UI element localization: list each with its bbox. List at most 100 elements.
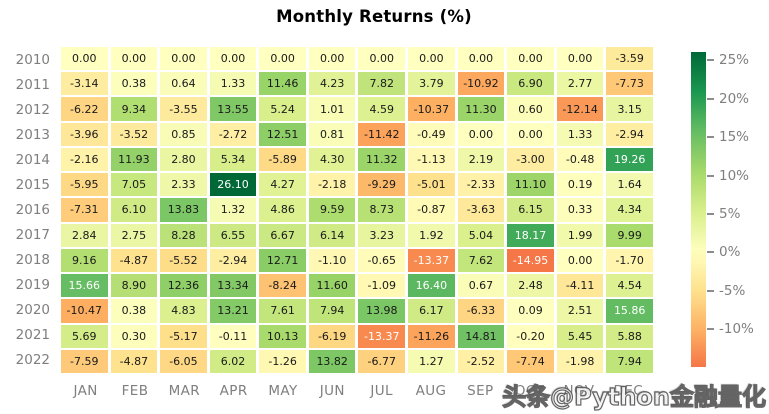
heatmap-cell: 5.69 <box>61 324 108 348</box>
heatmap-cell: 0.60 <box>507 97 554 121</box>
heatmap-cell: 0.85 <box>160 122 207 146</box>
y-axis-label: 2011 <box>15 76 50 93</box>
heatmap-cell: -5.52 <box>160 248 207 273</box>
colorbar-tick-label: -10% <box>719 321 754 338</box>
heatmap-cell: -1.10 <box>308 248 356 273</box>
heatmap-cell: -6.05 <box>160 349 207 373</box>
heatmap-cell: -0.48 <box>556 147 604 172</box>
x-axis-label: JUN <box>319 383 345 399</box>
heatmap-cell: 0.30 <box>110 324 158 348</box>
heatmap-cell: 5.88 <box>606 324 653 348</box>
colorbar-tick-label: 10% <box>719 167 750 184</box>
y-axis-label: 2012 <box>15 101 50 118</box>
heatmap-cell: 9.16 <box>61 248 108 273</box>
heatmap-cell: -3.63 <box>457 198 505 222</box>
heatmap-cell: 0.00 <box>457 122 505 146</box>
heatmap-cell: 0.38 <box>110 72 158 96</box>
heatmap-cell: -3.55 <box>160 97 207 121</box>
heatmap-cell: -3.14 <box>61 72 108 96</box>
heatmap-cell: 0.00 <box>556 47 604 71</box>
heatmap-cell: -2.52 <box>457 349 505 373</box>
heatmap-cell: 11.10 <box>507 173 554 197</box>
heatmap-cell: 9.59 <box>308 198 356 222</box>
heatmap-cell: 12.71 <box>259 248 306 273</box>
heatmap-cell: 1.01 <box>308 97 356 121</box>
y-axis-label: 2016 <box>15 201 50 218</box>
heatmap-cell: 2.75 <box>110 223 158 247</box>
heatmap-cell: 12.51 <box>259 122 306 146</box>
heatmap-cell: 0.00 <box>556 248 604 273</box>
heatmap-cell: 26.10 <box>209 173 257 197</box>
heatmap-cell: -14.95 <box>507 248 554 273</box>
heatmap-cell: -0.49 <box>408 122 455 146</box>
heatmap-cell: -10.47 <box>61 299 108 323</box>
heatmap-cell: 2.48 <box>507 274 554 298</box>
heatmap-cell: -5.01 <box>408 173 455 197</box>
heatmap-cell: 13.21 <box>209 299 257 323</box>
heatmap-cell: 6.55 <box>209 223 257 247</box>
heatmap-cell: 6.67 <box>259 223 306 247</box>
x-axis-label: JAN <box>73 383 98 399</box>
heatmap-cell: 5.04 <box>457 223 505 247</box>
heatmap-cell: -0.11 <box>209 324 257 348</box>
heatmap-cell: 2.80 <box>160 147 207 172</box>
heatmap-cell: 11.30 <box>457 97 505 121</box>
heatmap-cell: -9.29 <box>358 173 406 197</box>
heatmap-cell: -13.37 <box>408 248 455 273</box>
heatmap-cell: 6.90 <box>507 72 554 96</box>
heatmap-cell: 15.66 <box>61 274 108 298</box>
x-axis-label: MAY <box>268 383 298 399</box>
colorbar-ticks: 25% 20% 15% 10% 5% 0% -5% -10% <box>691 52 769 367</box>
heatmap-cell: 3.23 <box>358 223 406 247</box>
heatmap-cell: 13.98 <box>358 299 406 323</box>
x-axis-label: APR <box>219 383 248 399</box>
heatmap-cell: 7.62 <box>457 248 505 273</box>
heatmap-cell: 4.30 <box>308 147 356 172</box>
colorbar-tick-label: 0% <box>719 244 741 261</box>
heatmap-cell: 6.14 <box>308 223 356 247</box>
heatmap-cell: -11.26 <box>408 324 455 348</box>
y-axis-label: 2022 <box>15 352 50 369</box>
year-axis: 2010 2011 2012 2013 2014 2015 2016 2017 2018 2019… <box>0 47 50 373</box>
heatmap-cell: 2.51 <box>556 299 604 323</box>
heatmap-cell: 2.77 <box>556 72 604 96</box>
heatmap-cell: 3.79 <box>408 72 455 96</box>
y-axis-label: 2013 <box>15 126 50 143</box>
colorbar-tick-mark <box>707 251 714 254</box>
heatmap-cell: 8.90 <box>110 274 158 298</box>
heatmap-cell: -2.16 <box>61 147 108 172</box>
heatmap-cell: -0.65 <box>358 248 406 273</box>
heatmap-cell: 4.86 <box>259 198 306 222</box>
heatmap-cell: 2.84 <box>61 223 108 247</box>
y-axis-label: 2010 <box>15 51 50 68</box>
heatmap-cell: 2.19 <box>457 147 505 172</box>
heatmap-cell: -4.87 <box>110 248 158 273</box>
heatmap-cell: 19.26 <box>606 147 653 172</box>
heatmap-cell: -7.74 <box>507 349 554 373</box>
y-axis-label: 2017 <box>15 227 50 244</box>
colorbar-tick-label: 5% <box>719 205 741 222</box>
heatmap-cell: -12.14 <box>556 97 604 121</box>
heatmap-cell: 5.34 <box>209 147 257 172</box>
heatmap-cell: -4.11 <box>556 274 604 298</box>
heatmap-cell: -3.52 <box>110 122 158 146</box>
heatmap-cell: 0.00 <box>209 47 257 71</box>
heatmap-cell: 12.36 <box>160 274 207 298</box>
heatmap-cell: -6.19 <box>308 324 356 348</box>
heatmap-cell: 0.81 <box>308 122 356 146</box>
heatmap-cell: 6.15 <box>507 198 554 222</box>
colorbar-gradient <box>691 52 706 367</box>
heatmap-cell: 6.10 <box>110 198 158 222</box>
heatmap-cell: 7.94 <box>308 299 356 323</box>
colorbar-tick-mark <box>707 174 714 177</box>
heatmap-cell: 9.34 <box>110 97 158 121</box>
heatmap-cell: 0.00 <box>110 47 158 71</box>
colorbar-tick-mark <box>707 328 714 331</box>
colorbar-tick-mark <box>707 212 714 215</box>
colorbar-tick-mark <box>707 136 714 139</box>
heatmap-cell: 11.46 <box>259 72 306 96</box>
heatmap-cell: 0.09 <box>507 299 554 323</box>
heatmap-cell: 18.17 <box>507 223 554 247</box>
heatmap-grid: 0.00 0.00 0.00 0.00 0.00 0.00 0.00 0.00 0.00 0.00… <box>61 47 653 373</box>
y-axis-label: 2014 <box>15 151 50 168</box>
